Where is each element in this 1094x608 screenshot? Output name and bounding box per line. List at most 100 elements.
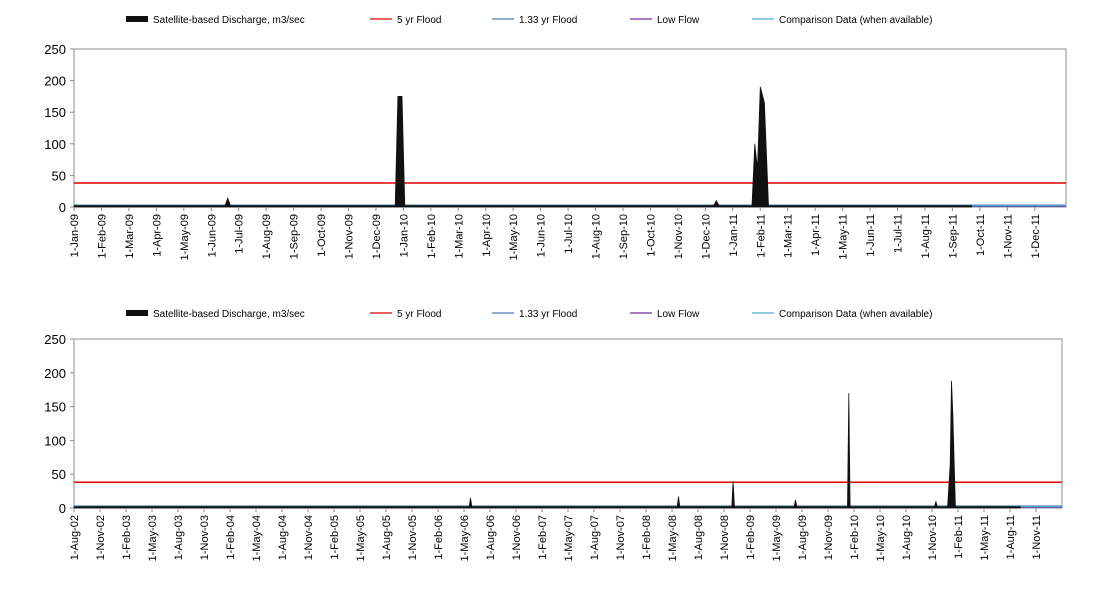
x-tick-label: 1-Feb-11 bbox=[953, 515, 965, 559]
x-tick-label: 1-Aug-04 bbox=[277, 515, 289, 560]
x-tick-label: 1-May-10 bbox=[875, 515, 887, 561]
x-tick-label: 1-Aug-06 bbox=[485, 515, 497, 560]
legend-label: 1.33 yr Flood bbox=[519, 309, 577, 320]
legend-label: Satellite-based Discharge, m3/sec bbox=[153, 309, 305, 320]
x-tick-label: 1-Nov-05 bbox=[407, 515, 419, 560]
x-tick-label: 1-May-07 bbox=[563, 515, 575, 561]
x-tick-label: 1-Feb-05 bbox=[329, 515, 341, 560]
x-tick-label: 1-Feb-07 bbox=[537, 515, 549, 560]
legend-label: 5 yr Flood bbox=[397, 309, 441, 320]
x-tick-label: 1-Nov-10 bbox=[927, 515, 939, 560]
x-tick-label: 1-Dec-10 bbox=[700, 214, 712, 259]
chart-panel-2: Satellite-based Discharge, m3/sec 5 yr Fl… bbox=[44, 309, 1063, 561]
x-tick-label: 1-Jun-11 bbox=[865, 214, 877, 257]
x-tick-label: 1-Dec-11 bbox=[1030, 214, 1042, 258]
x-tick-label: 1-Feb-09 bbox=[96, 214, 108, 259]
x-tick-label: 1-Feb-04 bbox=[225, 515, 237, 560]
legend-label: Satellite-based Discharge, m3/sec bbox=[153, 15, 305, 26]
chart-panel-1: Satellite-based Discharge, m3/sec 5 yr Fl… bbox=[44, 15, 1067, 260]
y-tick-label: 100 bbox=[44, 433, 66, 448]
x-tick-label: 1-Jul-09 bbox=[234, 214, 246, 254]
y-tick-label: 200 bbox=[44, 366, 66, 381]
legend-label: Comparison Data (when available) bbox=[779, 15, 932, 26]
y-tick-label: 250 bbox=[44, 42, 66, 57]
x-axis: 1-Aug-02 1-Nov-02 1-Feb-03 1-May-03 1-Aug-03… bbox=[69, 508, 1043, 561]
x-tick-label: 1-May-06 bbox=[459, 515, 471, 561]
x-tick-label: 1-Feb-08 bbox=[641, 515, 653, 560]
x-tick-label: 1-Jul-10 bbox=[563, 214, 575, 254]
x-tick-label: 1-Oct-10 bbox=[645, 214, 657, 257]
y-tick-label: 200 bbox=[44, 74, 66, 89]
x-tick-label: 1-Apr-11 bbox=[810, 214, 822, 256]
x-tick-label: 1-Mar-10 bbox=[453, 214, 465, 259]
x-tick-label: 1-Nov-09 bbox=[823, 515, 835, 560]
x-tick-label: 1-Nov-02 bbox=[95, 515, 107, 560]
x-tick-label: 1-Feb-10 bbox=[426, 214, 438, 259]
x-tick-label: 1-Aug-11 bbox=[1005, 515, 1017, 559]
legend-swatch bbox=[126, 310, 148, 316]
x-tick-label: 1-Feb-10 bbox=[849, 515, 861, 560]
x-tick-label: 1-Oct-09 bbox=[316, 214, 328, 257]
discharge-area bbox=[73, 380, 1021, 509]
x-tick-label: 1-Jun-09 bbox=[206, 214, 218, 257]
x-tick-label: 1-Nov-09 bbox=[344, 214, 356, 259]
legend: Satellite-based Discharge, m3/sec 5 yr Fl… bbox=[126, 15, 932, 26]
x-tick-label: 1-May-03 bbox=[147, 515, 159, 561]
x-tick-label: 1-Oct-11 bbox=[975, 214, 987, 256]
x-tick-label: 1-Mar-11 bbox=[783, 214, 795, 258]
x-tick-label: 1-Aug-09 bbox=[261, 214, 273, 259]
x-tick-label: 1-Aug-10 bbox=[591, 214, 603, 259]
x-tick-label: 1-Aug-02 bbox=[69, 515, 81, 560]
x-tick-label: 1-May-10 bbox=[508, 214, 520, 260]
x-tick-label: 1-Jul-11 bbox=[893, 214, 905, 253]
x-tick-label: 1-Feb-03 bbox=[121, 515, 133, 560]
x-tick-label: 1-Jan-10 bbox=[398, 214, 410, 257]
x-tick-label: 1-Sep-09 bbox=[289, 214, 301, 259]
x-tick-label: 1-Mar-09 bbox=[124, 214, 136, 259]
legend: Satellite-based Discharge, m3/sec 5 yr Fl… bbox=[126, 309, 932, 320]
legend-label: Low Flow bbox=[657, 309, 700, 320]
x-tick-label: 1-Aug-10 bbox=[901, 515, 913, 560]
x-tick-label: 1-Aug-07 bbox=[589, 515, 601, 560]
x-axis: 1-Jan-09 1-Feb-09 1-Mar-09 1-Apr-09 1-May-09… bbox=[69, 207, 1042, 260]
y-tick-label: 150 bbox=[44, 105, 66, 120]
y-tick-label: 50 bbox=[52, 168, 66, 183]
x-tick-label: 1-May-08 bbox=[667, 515, 679, 561]
x-tick-label: 1-Aug-03 bbox=[173, 515, 185, 560]
legend-label: Comparison Data (when available) bbox=[779, 309, 932, 320]
y-tick-label: 100 bbox=[44, 137, 66, 152]
x-tick-label: 1-Jun-10 bbox=[536, 214, 548, 257]
x-tick-label: 1-Nov-10 bbox=[673, 214, 685, 259]
x-tick-label: 1-Sep-11 bbox=[947, 214, 959, 258]
legend-swatch bbox=[126, 16, 148, 22]
x-tick-label: 1-May-09 bbox=[179, 214, 191, 260]
y-axis: 0 50 100 150 200 250 bbox=[44, 332, 74, 516]
x-tick-label: 1-Nov-08 bbox=[719, 515, 731, 560]
legend-label: Low Flow bbox=[657, 15, 700, 26]
x-tick-label: 1-Nov-11 bbox=[1002, 214, 1014, 258]
x-tick-label: 1-Aug-11 bbox=[920, 214, 932, 258]
y-tick-label: 150 bbox=[44, 400, 66, 415]
y-tick-label: 0 bbox=[59, 501, 66, 516]
y-axis: 0 50 100 150 200 250 bbox=[44, 42, 74, 215]
x-tick-label: 1-Aug-09 bbox=[797, 515, 809, 560]
x-tick-label: 1-Nov-04 bbox=[303, 515, 315, 560]
legend-label: 5 yr Flood bbox=[397, 15, 441, 26]
x-tick-label: 1-May-11 bbox=[838, 214, 850, 260]
x-tick-label: 1-May-09 bbox=[771, 515, 783, 561]
x-tick-label: 1-May-04 bbox=[251, 515, 263, 561]
x-tick-label: 1-May-11 bbox=[979, 515, 991, 561]
y-tick-label: 0 bbox=[59, 200, 66, 215]
x-tick-label: 1-Dec-09 bbox=[371, 214, 383, 259]
x-tick-label: 1-Aug-08 bbox=[693, 515, 705, 560]
y-tick-label: 250 bbox=[44, 332, 66, 347]
x-tick-label: 1-Nov-11 bbox=[1031, 515, 1043, 559]
x-tick-label: 1-Nov-07 bbox=[615, 515, 627, 560]
x-tick-label: 1-Feb-06 bbox=[433, 515, 445, 560]
x-tick-label: 1-Nov-03 bbox=[199, 515, 211, 560]
x-tick-label: 1-Apr-09 bbox=[151, 214, 163, 257]
x-tick-label: 1-Feb-09 bbox=[745, 515, 757, 560]
x-tick-label: 1-Feb-11 bbox=[755, 214, 767, 258]
legend-label: 1.33 yr Flood bbox=[519, 15, 577, 26]
